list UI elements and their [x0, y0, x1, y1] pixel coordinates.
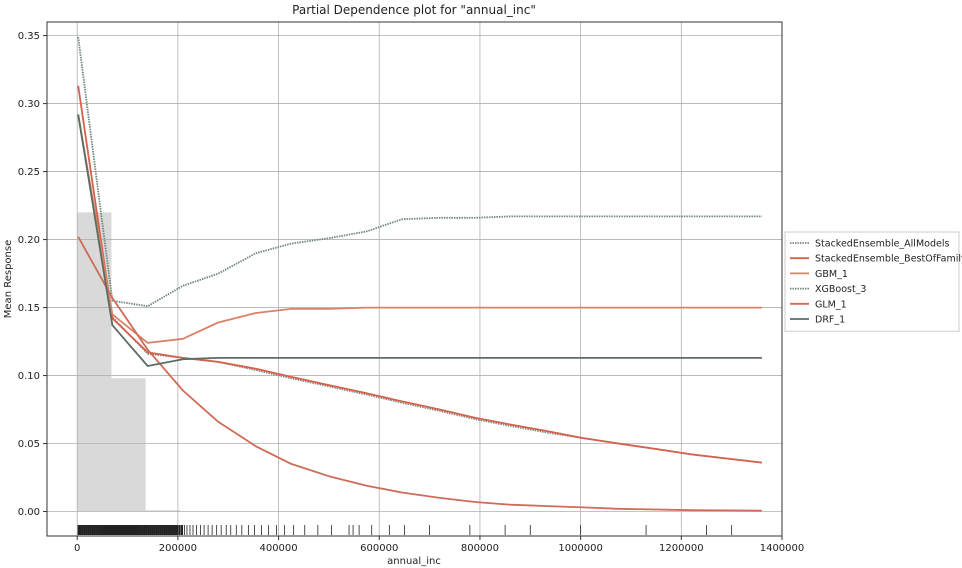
legend-label-1: StackedEnsemble_BestOfFamily: [815, 254, 962, 265]
series-lines: [77, 36, 763, 512]
y-tick-label-3: 0.15: [18, 303, 40, 314]
series-line-4: [77, 236, 762, 512]
y-tick-label-2: 0.10: [18, 371, 40, 382]
legend-box: [784, 231, 960, 332]
x-tick-label-2: 400000: [259, 543, 297, 554]
series-line-5: [77, 114, 762, 367]
series-line-2: [77, 114, 762, 344]
y-tick-label-1: 0.05: [18, 439, 40, 450]
y-tick-label-4: 0.20: [18, 235, 40, 246]
x-tick-label-0: 0: [74, 543, 80, 554]
y-axis-ticks: 0.00 0.05 0.10 0.15 0.20 0.25 0.30 0.35: [18, 31, 47, 518]
y-tick-label-6: 0.30: [18, 99, 40, 110]
x-axis-label: annual_inc: [387, 556, 441, 567]
series-line-0: [77, 115, 763, 464]
chart-title: Partial Dependence plot for "annual_inc": [292, 3, 536, 17]
legend: StackedEnsemble_AllModels StackedEnsemble…: [784, 231, 962, 332]
x-tick-label-4: 800000: [461, 543, 499, 554]
x-tick-label-3: 600000: [360, 543, 398, 554]
legend-label-0: StackedEnsemble_AllModels: [815, 239, 949, 250]
y-tick-label-0: 0.00: [18, 507, 40, 518]
x-tick-label-1: 200000: [159, 543, 197, 554]
histogram-bar-2: [145, 510, 180, 512]
grid: [47, 22, 783, 536]
plot-frame: [46, 21, 783, 537]
x-tick-label-7: 1400000: [760, 543, 805, 554]
y-tick-label-5: 0.25: [18, 167, 40, 178]
legend-label-3: XGBoost_3: [815, 284, 866, 295]
histogram: [77, 212, 180, 512]
x-tick-label-5: 1000000: [558, 543, 603, 554]
legend-label-4: GLM_1: [815, 299, 847, 310]
series-line-3: [77, 36, 762, 308]
legend-label-2: GBM_1: [815, 269, 848, 280]
y-axis-label: Mean Response: [3, 240, 14, 318]
y-tick-label-7: 0.35: [18, 31, 40, 42]
legend-label-5: DRF_1: [815, 315, 845, 326]
x-axis-ticks: 0 200000 400000 600000 800000 1000000 1200000 1…: [74, 536, 804, 554]
histogram-bar-1: [111, 378, 146, 512]
rug-plot: [77, 525, 733, 535]
histogram-bar-0: [77, 212, 112, 512]
x-tick-label-6: 1200000: [659, 543, 704, 554]
series-line-1: [77, 85, 763, 464]
